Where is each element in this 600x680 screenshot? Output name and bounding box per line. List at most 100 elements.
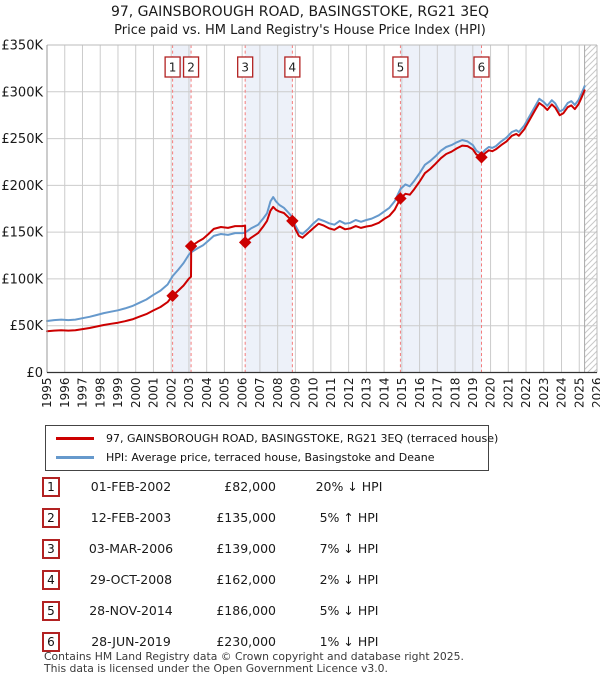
sale-number-label: 1	[169, 61, 177, 75]
x-axis-tick-label: 2012	[342, 378, 356, 409]
sale-number-label: 6	[478, 61, 486, 75]
license-line-2: This data is licensed under the Open Gov…	[44, 662, 388, 675]
x-axis-tick-label: 2002	[164, 378, 178, 409]
sale-number-badge: 5	[42, 600, 60, 621]
x-axis-tick-label: 2004	[200, 378, 214, 409]
sale-date: 01-FEB-2002	[90, 479, 172, 494]
x-axis-tick-label: 1997	[76, 378, 90, 409]
sale-number-badge: 3	[42, 538, 60, 559]
sale-hpi-diff: 2% ↓ HPI	[319, 572, 379, 587]
sale-marker-diamond	[394, 192, 407, 205]
chart-legend: 97, GAINSBOROUGH ROAD, BASINGSTOKE, RG21…	[45, 425, 498, 471]
sale-number-box	[164, 56, 181, 78]
sale-number-box	[182, 56, 200, 78]
sale-date: 03-MAR-2006	[88, 541, 174, 556]
x-axis-tick-label: 2001	[147, 378, 161, 409]
x-axis-tick-label: 2021	[501, 378, 515, 409]
x-axis-tick-label: 2003	[182, 378, 196, 409]
ownership-band	[172, 45, 192, 373]
sale-price: £135,000	[216, 510, 276, 525]
sale-hpi-diff: 20% ↓ HPI	[315, 479, 383, 494]
sale-row: 2 12-FEB-2003 £135,000 5% ↑ HPI	[42, 507, 422, 528]
x-axis-tick-label: 1998	[93, 378, 107, 409]
sale-hpi-diff: 7% ↓ HPI	[319, 541, 379, 556]
y-axis-tick-label: £100K	[1, 272, 43, 287]
x-axis-tick-label: 2006	[235, 378, 249, 409]
x-axis-tick-label: 2016	[413, 378, 427, 409]
sale-marker-diamond	[475, 151, 488, 164]
x-axis-tick-label: 2000	[129, 378, 143, 409]
x-axis-tick-label: 2022	[519, 378, 533, 409]
legend-item-property: 97, GAINSBOROUGH ROAD, BASINGSTOKE, RG21…	[56, 429, 498, 448]
x-axis-tick-label: 2023	[537, 378, 551, 409]
sale-date: 12-FEB-2003	[90, 510, 172, 525]
y-axis-tick-label: £250K	[1, 132, 43, 147]
sale-date: 29-OCT-2008	[89, 572, 173, 587]
sale-date: 28-JUN-2019	[91, 634, 171, 649]
hpi-line-swatch	[56, 456, 94, 459]
future-hatch-region	[584, 45, 597, 373]
sale-date: 28-NOV-2014	[89, 603, 173, 618]
sale-marker-diamond	[184, 239, 198, 253]
sale-number-label: 5	[397, 61, 405, 75]
sales-table: 1 01-FEB-2002 £82,000 20% ↓ HPI 2 12-FEB…	[42, 476, 422, 662]
x-axis-tick-label: 2024	[555, 378, 569, 409]
sale-marker-diamond	[166, 289, 179, 302]
license-line-1: Contains HM Land Registry data © Crown c…	[44, 650, 464, 663]
sale-row: 3 03-MAR-2006 £139,000 7% ↓ HPI	[42, 538, 422, 559]
chart-titles: 97, GAINSBOROUGH ROAD, BASINGSTOKE, RG21…	[0, 3, 600, 40]
x-axis-tick-label: 1999	[111, 378, 125, 409]
y-axis-tick-label: £300K	[1, 85, 43, 100]
legend-item-hpi: HPI: Average price, terraced house, Basi…	[56, 448, 488, 467]
plot-area	[47, 45, 597, 373]
page-title: 97, GAINSBOROUGH ROAD, BASINGSTOKE, RG21…	[110, 4, 490, 20]
sale-number-badge: 1	[42, 476, 60, 497]
sale-number-box	[284, 56, 301, 78]
sale-price: £230,000	[216, 634, 276, 649]
sale-price: £82,000	[224, 479, 276, 494]
sale-marker-diamond	[238, 236, 252, 249]
x-axis-tick-label: 2026	[590, 378, 600, 409]
sale-number-box	[237, 56, 254, 78]
x-axis-tick-label: 1995	[40, 378, 54, 409]
x-axis-tick-label: 2008	[271, 378, 285, 409]
x-axis-tick-label: 2014	[377, 378, 391, 409]
property-line-swatch	[56, 437, 94, 440]
y-axis-tick-label: £50K	[10, 319, 44, 334]
sale-number-box	[392, 56, 409, 78]
sale-row: 4 29-OCT-2008 £162,000 2% ↓ HPI	[42, 569, 422, 590]
sale-marker-diamond	[286, 214, 299, 228]
x-axis-tick-label: 2005	[218, 378, 232, 409]
sale-hpi-diff: 5% ↑ HPI	[319, 510, 379, 525]
x-axis-tick-label: 2010	[306, 378, 320, 409]
sale-number-badge: 6	[42, 631, 60, 652]
sale-price: £139,000	[216, 541, 276, 556]
price-history-chart: 1 2 3 4 5 6 £0 £50K £100K £150K £200K £250K £300K £35…	[1, 39, 600, 409]
sale-number-label: 4	[289, 61, 297, 75]
sale-number-label: 2	[187, 61, 195, 75]
sale-row: 5 28-NOV-2014 £186,000 5% ↓ HPI	[42, 600, 422, 621]
sale-number-badge: 4	[42, 569, 60, 590]
sale-hpi-diff: 1% ↓ HPI	[319, 634, 379, 649]
x-axis-tick-label: 2017	[431, 378, 445, 409]
hpi-line	[46, 85, 586, 322]
x-axis-tick-label: 2018	[448, 378, 462, 409]
y-axis-tick-label: £150K	[1, 226, 43, 241]
legend-label-property: 97, GAINSBOROUGH ROAD, BASINGSTOKE, RG21…	[106, 432, 499, 445]
sale-number-badge: 2	[42, 507, 60, 528]
chart-subtitle: Price paid vs. HM Land Registry's House …	[114, 23, 486, 38]
sale-price: £162,000	[216, 572, 276, 587]
sale-hpi-diff: 5% ↓ HPI	[319, 603, 379, 618]
x-axis-tick-label: 2007	[253, 378, 267, 409]
sale-row: 6 28-JUN-2019 £230,000 1% ↓ HPI	[42, 631, 422, 652]
x-axis-tick-label: 1996	[58, 378, 72, 409]
x-axis-tick-label: 2013	[360, 378, 374, 409]
legend-label-hpi: HPI: Average price, terraced house, Basi…	[106, 451, 435, 464]
x-axis-tick-label: 2015	[395, 378, 409, 409]
x-axis-tick-label: 2020	[484, 378, 498, 409]
y-axis-tick-label: £0	[26, 366, 43, 381]
sale-row: 1 01-FEB-2002 £82,000 20% ↓ HPI	[42, 476, 422, 497]
x-axis-tick-label: 2009	[289, 378, 303, 409]
sale-number-box	[473, 56, 490, 78]
